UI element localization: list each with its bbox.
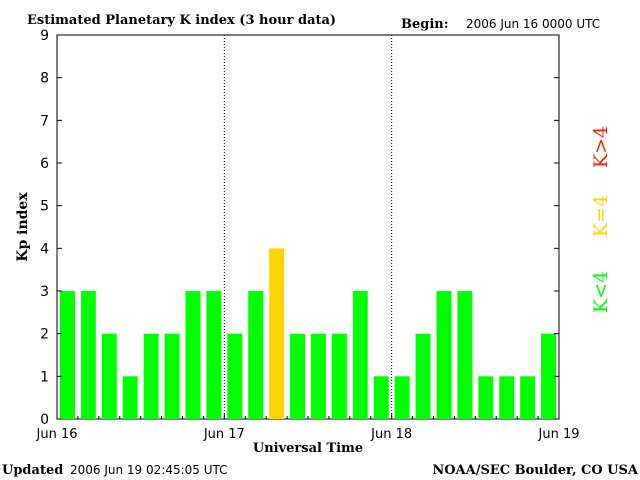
kp-bar — [164, 333, 180, 419]
y-tick-label: 4 — [40, 241, 49, 257]
kp-bar — [457, 291, 473, 419]
x-tick-label: Jun 16 — [36, 427, 78, 442]
kp-bar — [478, 376, 494, 419]
y-ticks: 0 1 2 3 4 5 6 7 8 9 — [40, 28, 559, 428]
kp-bar — [122, 376, 138, 419]
y-tick-label: 6 — [40, 156, 49, 172]
x-ticks: Jun 16 Jun 17 Jun 18 Jun 19 — [36, 413, 580, 442]
y-tick-label: 8 — [40, 71, 49, 87]
x-axis-label: Universal Time — [253, 441, 363, 456]
kp-bar — [227, 333, 243, 419]
kp-bar — [394, 376, 410, 419]
kp-bar — [499, 376, 515, 419]
updated-label: Updated — [2, 463, 63, 478]
y-tick-label: 2 — [40, 327, 49, 343]
legend-low: K<4 — [590, 271, 612, 313]
kp-bar — [352, 291, 368, 419]
kp-bar — [290, 333, 305, 419]
kp-bar — [248, 291, 264, 419]
begin-label: Begin: — [401, 17, 449, 32]
y-axis-label: Kp index — [15, 192, 31, 262]
kp-bar — [436, 291, 452, 419]
kp-bar — [269, 248, 285, 419]
legend-equal: K=4 — [590, 195, 612, 237]
kp-bar — [541, 333, 556, 419]
legend-high: K>4 — [590, 126, 612, 168]
plot-frame — [56, 34, 560, 420]
bars — [60, 248, 556, 419]
updated-value: 2006 Jun 19 02:45:05 UTC — [70, 463, 228, 477]
x-tick-label: Jun 17 — [203, 427, 245, 442]
y-tick-label: 5 — [40, 199, 49, 215]
kp-bar — [80, 291, 96, 419]
kp-bar — [331, 333, 347, 419]
day-dividers — [223, 35, 393, 419]
y-tick-label: 0 — [40, 412, 49, 428]
kp-bar — [373, 376, 389, 419]
kp-bar — [206, 291, 222, 419]
source-credit: NOAA/SEC Boulder, CO USA — [432, 463, 639, 478]
y-tick-label: 3 — [40, 284, 49, 300]
chart-title: Estimated Planetary K index (3 hour data… — [27, 13, 336, 28]
y-tick-label: 1 — [40, 369, 49, 385]
kp-bar — [520, 376, 536, 419]
kp-bar — [143, 333, 159, 419]
kp-bar — [101, 333, 117, 419]
y-tick-label: 9 — [40, 28, 49, 44]
kp-bar — [311, 333, 326, 419]
kp-bar — [185, 291, 201, 419]
kp-bar — [60, 291, 75, 419]
y-tick-label: 7 — [40, 113, 49, 129]
kp-bar — [415, 333, 431, 419]
x-tick-label: Jun 19 — [538, 427, 580, 442]
begin-value: 2006 Jun 16 0000 UTC — [466, 17, 600, 31]
x-tick-label: Jun 18 — [370, 427, 412, 442]
